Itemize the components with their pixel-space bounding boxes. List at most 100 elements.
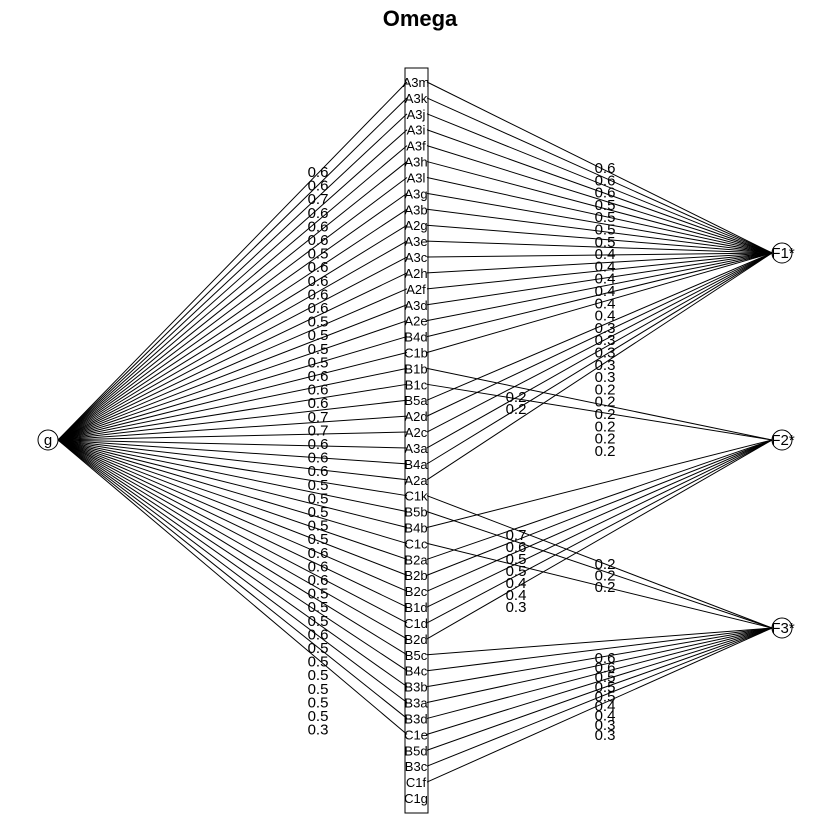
- factor-edge-a3c: [426, 252, 773, 258]
- g-edge-c1b: [57, 352, 408, 441]
- g-loading-label: 0.5: [308, 586, 329, 603]
- g-edge-a3e: [57, 240, 408, 441]
- factor-loading-label: 0.3: [506, 599, 527, 616]
- g-loading-label: 0.6: [308, 286, 329, 303]
- factor-edge-a3b: [426, 208, 773, 254]
- g-loading-label: 0.6: [308, 205, 329, 222]
- factor-edge-a3j: [426, 113, 773, 254]
- g-edge-a2e: [57, 320, 408, 441]
- g-loading-label: 0.5: [308, 599, 329, 616]
- factor-edge-a3i: [426, 129, 773, 254]
- factor-loading-label: 0.4: [595, 271, 616, 288]
- general-factor-label: g: [44, 432, 52, 449]
- g-edge-a3i: [57, 129, 408, 441]
- g-edge-a2a: [57, 439, 408, 481]
- factor-loading-label: 0.2: [595, 443, 616, 460]
- g-edge-c1c: [57, 439, 408, 544]
- item-label-c1k: C1k: [404, 489, 428, 504]
- factor-loading-label: 0.2: [595, 579, 616, 596]
- factor-loading-label: 0.3: [595, 332, 616, 349]
- g-edge-a3m: [57, 81, 408, 441]
- group-factor-node-f2: [771, 429, 793, 451]
- factor-edge-c1c: [426, 542, 773, 629]
- factor-edge-b2d: [426, 439, 773, 640]
- item-label-a2g: A2g: [404, 218, 427, 233]
- factor-loading-label: 0.2: [595, 406, 616, 423]
- g-loading-label: 0.6: [308, 545, 329, 562]
- g-edge-a3b: [57, 208, 408, 441]
- factor-edge-a2a: [426, 252, 773, 481]
- g-loading-label: 0.6: [308, 436, 329, 453]
- items-box: [404, 67, 429, 814]
- g-loading-label: 0.7: [308, 191, 329, 208]
- item-label-a2f: A2f: [406, 282, 426, 297]
- factor-loading-label: 0.4: [595, 708, 616, 725]
- g-loading-label: 0.6: [308, 368, 329, 385]
- factor-edge-b3a: [426, 627, 773, 704]
- g-loading-label: 0.6: [308, 572, 329, 589]
- factor-edge-c1e: [426, 627, 773, 735]
- g-loading-label: 0.6: [308, 463, 329, 480]
- g-edge-a3a: [57, 439, 408, 449]
- g-edge-b2b: [57, 439, 408, 576]
- g-edge-a3k: [57, 97, 408, 441]
- factor-edge-a2f: [426, 252, 773, 290]
- g-loading-label: 0.5: [308, 531, 329, 548]
- item-label-a3c: A3c: [405, 250, 428, 265]
- g-loading-label: 0.5: [308, 654, 329, 671]
- factor-loading-label: 0.4: [595, 295, 616, 312]
- factor-loading-label: 0.5: [506, 563, 527, 580]
- g-edge-b4d: [57, 336, 408, 441]
- item-label-a3d: A3d: [404, 298, 427, 313]
- item-label-b3d: B3d: [404, 711, 427, 726]
- loading-label-layer: 0.60.60.70.60.60.60.50.60.60.60.60.50.50…: [308, 160, 616, 744]
- item-label-b3b: B3b: [404, 680, 427, 695]
- factor-edge-b2b: [426, 439, 773, 576]
- g-edge-a3l: [57, 177, 408, 441]
- item-label-b4d: B4d: [404, 330, 427, 345]
- factor-loading-label: 0.3: [595, 717, 616, 734]
- factor-edge-b4b: [426, 439, 773, 528]
- factor-loading-label: 0.5: [595, 679, 616, 696]
- g-loading-label: 0.5: [308, 490, 329, 507]
- g-loading-label: 0.5: [308, 681, 329, 698]
- factor-loading-label: 0.5: [595, 234, 616, 251]
- g-edge-a2h: [57, 272, 408, 441]
- factor-node-layer: g F1* F2* F3*: [37, 242, 795, 639]
- factor-loading-label: 0.2: [595, 381, 616, 398]
- factor-edge-a3a: [426, 252, 773, 449]
- item-label-a3e: A3e: [404, 234, 427, 249]
- g-loading-label: 0.5: [308, 327, 329, 344]
- g-edge-b4a: [57, 439, 408, 465]
- factor-edge-a3h: [426, 161, 773, 254]
- factor-loading-label: 0.4: [506, 587, 527, 604]
- factor-loading-label: 0.5: [595, 197, 616, 214]
- g-edge-a2f: [57, 288, 408, 441]
- factor-loading-label: 0.4: [506, 575, 527, 592]
- g-edge-c1e: [57, 439, 408, 735]
- factor-loading-label: 0.3: [595, 727, 616, 744]
- g-loading-label: 0.6: [308, 626, 329, 643]
- factor-edge-b5d: [426, 627, 773, 751]
- item-label-b4c: B4c: [405, 664, 428, 679]
- item-label-b5a: B5a: [404, 393, 428, 408]
- g-edge-a3d: [57, 304, 408, 441]
- item-label-b2c: B2c: [405, 584, 428, 599]
- factor-edge-b4a: [426, 252, 773, 465]
- g-loading-label: 0.5: [308, 667, 329, 684]
- factor-loading-label: 0.3: [595, 369, 616, 386]
- g-loading-label: 0.6: [308, 164, 329, 181]
- g-loading-label: 0.5: [308, 314, 329, 331]
- factor-edge-a2c: [426, 252, 773, 433]
- group-factor-label-f3: F3*: [771, 620, 795, 637]
- factor-loading-label: 0.2: [595, 431, 616, 448]
- factor-edge-b1b: [426, 367, 773, 441]
- factor-edge-a3l: [426, 176, 773, 254]
- factor-edge-b5c: [426, 627, 773, 656]
- item-label-b1c: B1c: [405, 377, 428, 392]
- g-loading-label: 0.6: [308, 395, 329, 412]
- factor-edge-a3d: [426, 252, 773, 306]
- item-label-a2h: A2h: [404, 266, 427, 281]
- g-loading-label: 0.5: [308, 341, 329, 358]
- factor-loading-label: 0.2: [506, 389, 527, 406]
